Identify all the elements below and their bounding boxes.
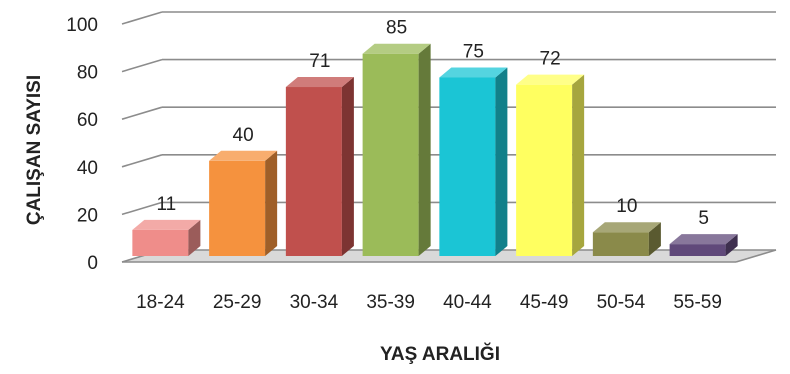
bar-top (669, 234, 738, 245)
y-axis-title: ÇALIŞAN SAYISI (24, 75, 45, 225)
bar-top (132, 219, 201, 230)
bar-35-39 (362, 43, 431, 257)
x-category-label: 45-49 (520, 292, 569, 313)
bar-18-24 (132, 219, 201, 256)
bar-front (285, 87, 342, 257)
data-label: 71 (309, 51, 330, 72)
bar-front (209, 160, 266, 256)
data-label: 75 (463, 42, 484, 63)
y-tick-label: 60 (77, 110, 98, 131)
x-category-label: 50-54 (597, 292, 646, 313)
data-label: 11 (157, 194, 177, 215)
x-category-label: 40-44 (443, 292, 492, 313)
bar-front (439, 77, 496, 256)
bar-top (362, 43, 431, 54)
data-label: 10 (616, 196, 637, 217)
side-gridline (121, 106, 163, 120)
bar-top (439, 67, 508, 78)
x-axis-title: YAŞ ARALIĞI (380, 343, 500, 365)
bar-side (495, 67, 508, 256)
floor-edge-right (735, 249, 777, 263)
y-tick-label: 80 (77, 63, 98, 84)
y-axis-ticks: 0 20 40 60 80 100 (66, 15, 98, 274)
bar-50-54 (592, 222, 661, 256)
bar-side (572, 74, 585, 256)
side-gridline (121, 11, 163, 25)
bar-front (132, 229, 189, 256)
bar-front (362, 53, 419, 257)
bar-25-29 (209, 150, 278, 256)
y-tick-label: 40 (77, 158, 98, 179)
bars (132, 43, 738, 257)
bar-45-49 (516, 74, 585, 256)
bar-top (516, 74, 585, 85)
x-category-label: 55-59 (673, 292, 722, 313)
side-gridline (121, 154, 163, 168)
y-tick-label: 20 (77, 205, 98, 226)
bar-55-59 (669, 234, 738, 256)
data-label: 72 (540, 49, 561, 70)
bar-side (418, 43, 431, 257)
y-tick-label: 100 (66, 15, 98, 36)
bar-side (188, 219, 201, 256)
x-category-label: 35-39 (366, 292, 415, 313)
bar-side (265, 150, 278, 256)
data-labels: 11 40 71 85 75 72 10 5 (157, 18, 709, 229)
x-axis-categories: 18-24 25-29 30-34 35-39 40-44 45-49 50-54 55-59 (136, 292, 722, 313)
x-category-label: 18-24 (136, 292, 185, 313)
bar-30-34 (285, 77, 354, 257)
y-tick-label: 0 (87, 253, 98, 274)
bar-side (725, 234, 738, 256)
bar-front (669, 244, 726, 256)
bar-side (648, 222, 661, 256)
bar-top (592, 222, 661, 233)
bar-side (341, 77, 354, 257)
side-gridline (121, 58, 163, 73)
data-label: 85 (386, 18, 407, 39)
data-label: 40 (233, 125, 254, 146)
data-label: 5 (698, 208, 709, 229)
bar-top (209, 150, 278, 161)
bar-top (285, 77, 354, 88)
x-category-label: 30-34 (290, 292, 339, 313)
x-category-label: 25-29 (213, 292, 262, 313)
side-gridline (121, 201, 163, 216)
bar-40-44 (439, 67, 508, 256)
bar-front (592, 232, 649, 256)
bar-front (516, 84, 573, 256)
